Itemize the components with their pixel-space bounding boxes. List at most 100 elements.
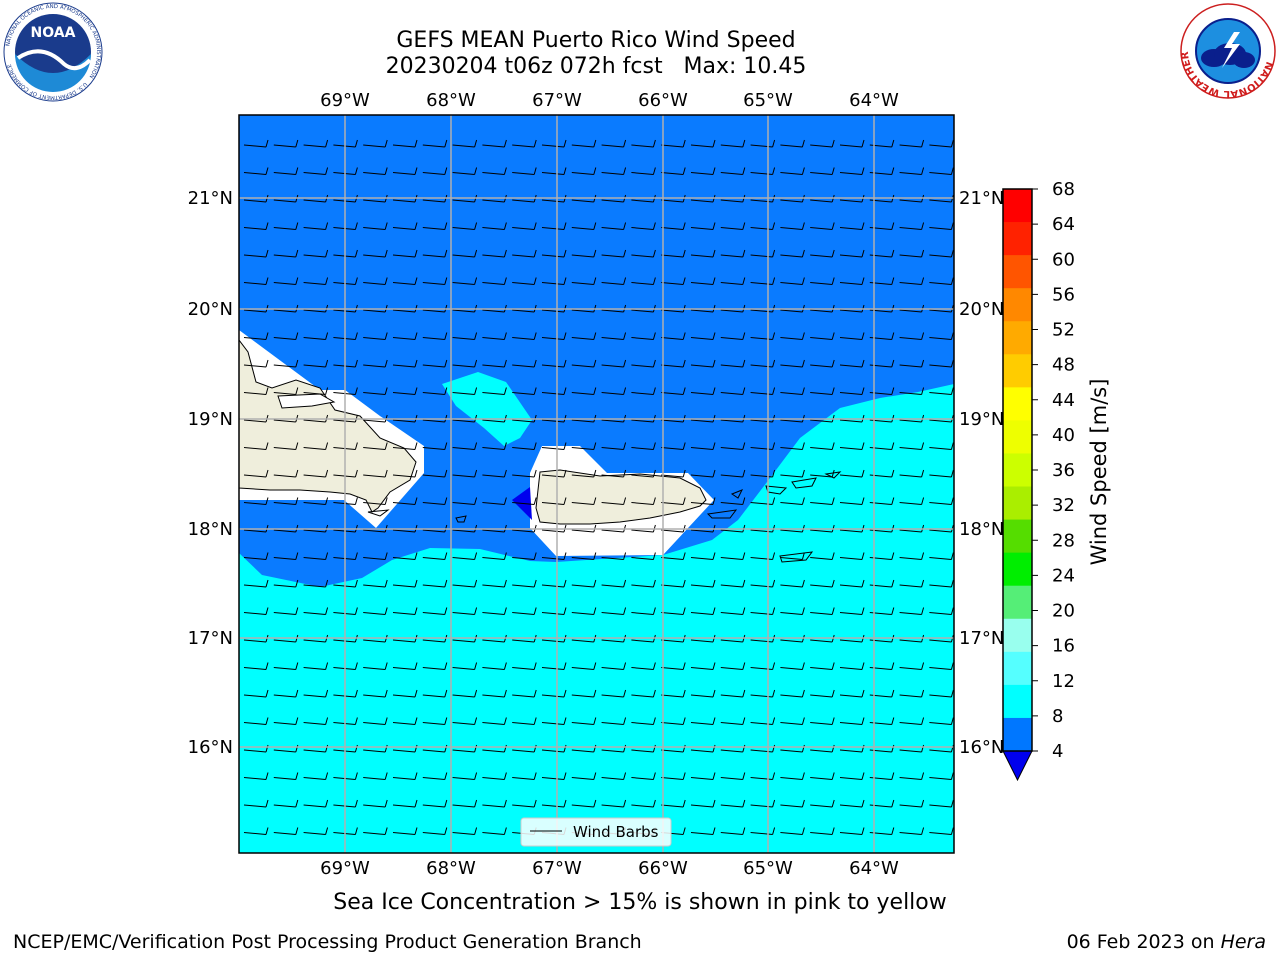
wind-barb-mark — [750, 497, 776, 505]
wind-barb-mark — [303, 387, 329, 395]
wind-barb-mark — [750, 744, 776, 753]
wind-barb-mark — [899, 469, 925, 478]
wind-barb-mark — [690, 249, 716, 258]
wind-barb-mark — [392, 249, 418, 258]
lon-label-bottom: 67°W — [532, 858, 582, 879]
wind-barb-mark — [690, 277, 716, 285]
wind-barb-mark — [601, 799, 627, 808]
wind-barb-mark — [690, 772, 716, 780]
wind-barb-mark — [750, 359, 776, 368]
wind-barb-mark — [392, 497, 418, 505]
sea-ice-note: Sea Ice Concentration > 15% is shown in … — [333, 890, 947, 915]
wind-barb-mark — [273, 442, 299, 450]
wind-barb-mark — [780, 744, 805, 753]
wind-barb-mark — [482, 139, 507, 148]
wind-barb-mark — [482, 772, 507, 780]
wind-barb-mark — [661, 689, 686, 698]
wind-barb-mark — [720, 442, 746, 450]
colorbar-segment — [1003, 618, 1032, 653]
wind-barb-mark — [899, 827, 925, 835]
wind-barb-mark — [363, 744, 388, 753]
wind-barb-mark — [482, 387, 507, 395]
wind-barb-mark — [363, 689, 388, 698]
wind-barb-mark — [303, 442, 329, 450]
noaa-logo-text: NOAA — [31, 25, 76, 41]
wind-barb-mark — [690, 222, 716, 230]
st-croix-island — [779, 551, 814, 563]
wind-barb-mark — [839, 799, 865, 808]
wind-barb-mark — [720, 359, 746, 368]
wind-barb-mark — [452, 442, 478, 450]
wind-barb-mark — [899, 607, 925, 615]
wind-barb-mark — [631, 469, 656, 478]
wind-barb-mark — [839, 359, 865, 368]
wind-barb-mark — [720, 167, 746, 175]
wind-barb-mark — [839, 497, 865, 505]
wind-barb-mark — [631, 249, 656, 258]
wind-barb-mark — [303, 359, 329, 368]
wind-barb-mark — [422, 332, 448, 340]
wind-barb-mark — [839, 772, 865, 780]
wind-barb-mark — [899, 662, 925, 670]
wind-barb-mark — [303, 579, 329, 588]
wind-barb-mark — [482, 222, 507, 230]
wind-barb-mark — [392, 387, 418, 395]
lon-label-bottom: 65°W — [743, 858, 793, 879]
wind-barb-mark — [512, 552, 537, 560]
wind-barb-mark — [631, 579, 656, 588]
wind-barb-mark — [571, 222, 597, 230]
wind-barb-mark — [690, 139, 716, 148]
wind-barb-mark — [601, 442, 627, 450]
wind-barb-mark — [243, 332, 269, 340]
wind-barb-mark — [661, 579, 686, 588]
lat-label-left: 20°N — [188, 299, 233, 320]
wind-barb-mark — [839, 139, 865, 148]
wind-barb-mark — [422, 387, 448, 395]
wind-barb-mark — [929, 744, 954, 753]
wind-barb-mark — [661, 662, 686, 670]
wind-barb-mark — [780, 277, 805, 285]
wind-barb-mark — [899, 579, 925, 588]
wind-barb-mark — [392, 827, 418, 835]
lon-labels-bottom: 69°W 68°W 67°W 66°W 65°W 64°W — [320, 858, 899, 879]
wind-barb-mark — [601, 772, 627, 780]
wind-barb-mark — [273, 497, 299, 505]
colorbar-segment — [1003, 684, 1032, 719]
wind-barb-mark — [392, 442, 418, 450]
wind-barb-mark — [303, 332, 329, 340]
wind-barb-mark — [720, 387, 746, 395]
wind-barb-mark — [422, 799, 448, 808]
wind-barb-mark — [601, 579, 627, 588]
wind-barb-mark — [273, 799, 299, 808]
lon-label-bottom: 68°W — [426, 858, 476, 879]
colorbar-segment — [1003, 486, 1032, 521]
wind-barb-mark — [720, 717, 746, 725]
lon-label-top: 67°W — [532, 90, 582, 111]
wind-barb-mark — [273, 607, 299, 615]
wind-barb-mark — [601, 387, 627, 395]
wind-barb-mark — [273, 662, 299, 670]
wind-barb-mark — [899, 799, 925, 808]
wind-barb-mark — [363, 607, 388, 615]
wind-barb-mark — [392, 689, 418, 698]
wind-barb-mark — [363, 827, 388, 835]
wind-barb-mark — [512, 717, 537, 725]
wind-barb-mark — [422, 442, 448, 450]
wind-barb-mark — [452, 744, 478, 753]
wind-barb-mark — [631, 799, 656, 808]
wind-barb-mark — [750, 607, 776, 615]
wind-speed-mid-patch — [442, 372, 532, 446]
wind-barb-mark — [631, 662, 656, 670]
wind-barb-mark — [512, 662, 537, 670]
wind-barb-mark — [363, 717, 388, 725]
wind-barb-mark — [839, 827, 865, 835]
wind-barb-mark — [482, 552, 507, 560]
wind-barb-mark — [541, 772, 567, 780]
graticule — [239, 115, 954, 853]
wind-barb-mark — [780, 827, 805, 835]
wind-barb-mark — [452, 497, 478, 505]
wind-barb-mark — [482, 744, 507, 753]
wind-barb-mark — [422, 717, 448, 725]
wind-barb-mark — [243, 442, 269, 450]
colorbar: 68 64 60 56 52 48 44 40 36 32 28 24 20 16 12 8 4 — [1002, 179, 1075, 782]
